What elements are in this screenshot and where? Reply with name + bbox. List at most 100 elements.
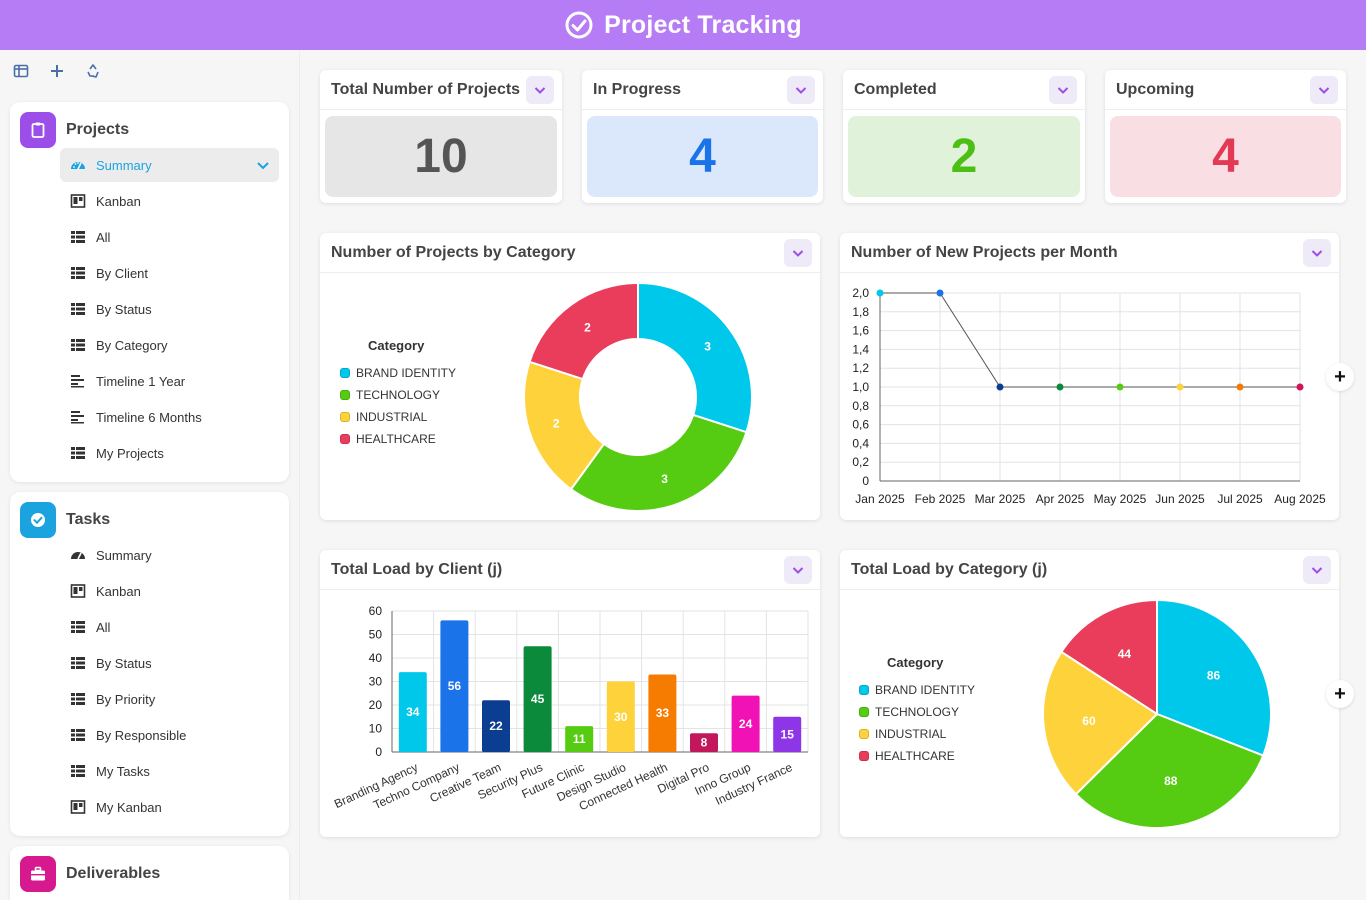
data-point [1296,383,1304,391]
sidebar-item-projects-timeline-1-year[interactable]: Timeline 1 Year [60,364,279,398]
sidebar-item-label: My Kanban [96,799,162,815]
bar [398,672,427,752]
sidebar-item-label: My Projects [96,445,164,461]
bar [648,674,677,752]
y-tick-label: 0,8 [852,399,869,413]
sidebar-item-label: Timeline 1 Year [96,373,186,389]
sidebar-item-label: All [96,229,111,245]
y-tick-label: 0 [375,745,382,759]
card-menu-button[interactable] [1303,556,1331,584]
legend-swatch [859,707,869,717]
sidebar-item-tasks-by-status[interactable]: By Status [60,646,279,680]
sidebar-item-projects-timeline-6-months[interactable]: Timeline 6 Months [60,400,279,434]
bar-chart-card: Total Load by Client (j) 0 10 20 30 40 50 60 34… [320,550,820,837]
sidebar-item-projects-my-projects[interactable]: My Projects [60,436,279,470]
legend-label: BRAND IDENTITY [356,366,457,380]
card-menu-button[interactable] [1303,239,1331,267]
add-widget-button[interactable]: + [1326,363,1354,391]
sidebar-item-projects-summary[interactable]: Summary [60,148,279,182]
sidebar-item-projects-by-category[interactable]: By Category [60,328,279,362]
sidebar-item-tasks-by-priority[interactable]: By Priority [60,682,279,716]
legend-item[interactable]: HEALTHCARE [340,428,456,450]
recycle-icon[interactable] [82,60,104,82]
chevron-down-icon [1318,87,1330,94]
add-widget-button[interactable]: + [1326,680,1354,708]
x-tick-label: Apr 2025 [1036,492,1085,506]
legend-item[interactable]: TECHNOLOGY [340,384,456,406]
card-menu-button[interactable] [526,76,554,104]
layout-toggle-icon[interactable] [10,60,32,82]
pie-slice [1156,598,1272,757]
sidebar-item-tasks-kanban[interactable]: Kanban [60,574,279,608]
card-menu-button[interactable] [784,239,812,267]
sidebar-item-projects-by-client[interactable]: By Client [60,256,279,290]
card-title: Number of New Projects per Month [851,243,1118,261]
legend-items: BRAND IDENTITY TECHNOLOGY INDUSTRIAL HEALTH… [340,362,456,450]
legend-item[interactable]: BRAND IDENTITY [340,362,456,384]
legend-items: BRAND IDENTITY TECHNOLOGY INDUSTRIAL HEALTH… [859,679,975,767]
x-tick-label: May 2025 [1094,492,1147,506]
line-chart-card: Number of New Projects per Month 0 0,2 0,4… [840,233,1339,520]
x-tick-label: Jun 2025 [1155,492,1205,506]
card-header: Upcoming [1105,70,1346,110]
legend-item[interactable]: TECHNOLOGY [859,701,975,723]
sidebar-item-label: Summary [96,547,152,563]
sidebar-item-label: My Tasks [96,763,150,779]
kpi-value: 10 [325,116,557,197]
tasks-group-header: Tasks [20,502,110,538]
sidebar-item-tasks-summary[interactable]: Summary [60,538,279,572]
legend-item[interactable]: INDUSTRIAL [340,406,456,428]
x-tick-label: Jul 2025 [1217,492,1263,506]
chevron-down-icon [795,87,807,94]
legend-swatch [340,412,350,422]
sidebar-item-tasks-my-kanban[interactable]: My Kanban [60,790,279,824]
table-icon [70,337,86,353]
sidebar-item-tasks-my-tasks[interactable]: My Tasks [60,754,279,788]
legend-label: HEALTHCARE [356,432,436,446]
slice-label: 2 [553,417,560,431]
slice-label: 3 [661,472,668,486]
legend-swatch [340,434,350,444]
y-tick-label: 0,4 [852,436,869,450]
data-point [876,289,884,297]
line-chart: 0 0,2 0,4 0,6 0,8 1,0 1,2 1,4 1,6 1,8 2,0 Jan 2025 F… [852,286,1326,506]
bar [606,681,635,752]
card-menu-button[interactable] [784,556,812,584]
legend-item[interactable]: INDUSTRIAL [859,723,975,745]
data-point [936,289,944,297]
kanban-icon [70,583,86,599]
chevron-down-icon [534,87,546,94]
card-header: In Progress [582,70,823,110]
deliverables-group-header[interactable]: Deliverables [20,856,160,892]
bar-value-label: 22 [489,719,503,733]
card-title: Total Load by Client (j) [331,560,503,578]
table-icon [70,301,86,317]
sidebar-item-tasks-by-responsible[interactable]: By Responsible [60,718,279,752]
add-icon[interactable] [46,60,68,82]
data-point [996,383,1004,391]
page-title: Project Tracking [604,10,802,39]
sidebar-item-projects-by-status[interactable]: By Status [60,292,279,326]
slice-label: 88 [1164,774,1178,788]
legend-label: HEALTHCARE [875,749,955,763]
group-title-deliverables: Deliverables [66,865,161,882]
chevron-down-icon [1057,87,1069,94]
kanban-icon [70,193,86,209]
chevron-down-icon[interactable] [255,157,271,173]
legend-item[interactable]: HEALTHCARE [859,745,975,767]
data-point [1176,383,1184,391]
legend-item[interactable]: BRAND IDENTITY [859,679,975,701]
card-menu-button[interactable] [1310,76,1338,104]
card-menu-button[interactable] [1049,76,1077,104]
y-tick-label: 2,0 [852,286,869,300]
table-icon [70,691,86,707]
sidebar-item-label: Summary [96,157,152,173]
sidebar-item-projects-kanban[interactable]: Kanban [60,184,279,218]
sidebar-item-projects-all[interactable]: All [60,220,279,254]
card-title: Total Number of Projects [331,80,521,98]
sidebar-item-tasks-all[interactable]: All [60,610,279,644]
card-title: Total Load by Category (j) [851,560,1048,578]
clipboard-icon [20,112,56,148]
pie-chart-card: Total Load by Category (j) Category BRAN… [840,550,1339,837]
card-menu-button[interactable] [787,76,815,104]
